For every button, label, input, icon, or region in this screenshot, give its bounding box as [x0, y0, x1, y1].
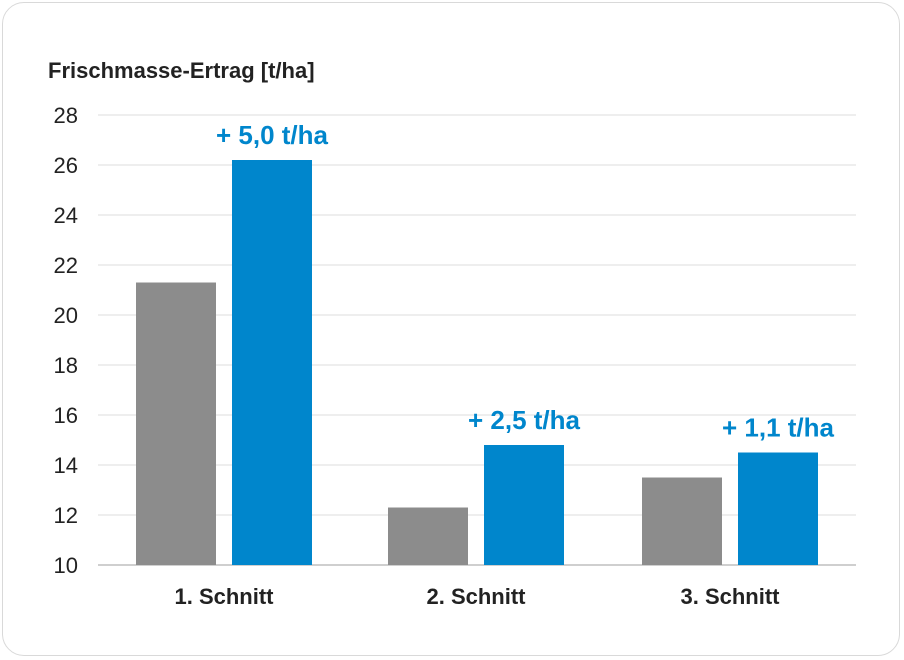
y-tick-label: 10: [54, 553, 78, 578]
y-tick-label: 20: [54, 303, 78, 328]
y-axis-label: Frischmasse-Ertrag [t/ha]: [48, 58, 315, 83]
category-label-1: 1. Schnitt: [174, 584, 274, 609]
difference-annotation-1: + 5,0 t/ha: [216, 120, 329, 150]
y-tick-label: 22: [54, 253, 78, 278]
category-label-2: 2. Schnitt: [426, 584, 526, 609]
bar-grey-1: [136, 282, 216, 565]
difference-annotation-3: + 1,1 t/ha: [722, 413, 835, 443]
y-tick-label: 18: [54, 353, 78, 378]
bar-blue-2: [484, 445, 564, 565]
bar-blue-1: [232, 160, 312, 565]
y-tick-label: 28: [54, 103, 78, 128]
y-tick-label: 24: [54, 203, 78, 228]
bar-grey-3: [642, 477, 722, 565]
category-label-3: 3. Schnitt: [680, 584, 780, 609]
y-tick-labels: 10 12 14 16 18 20 22 24 26 28: [54, 103, 78, 578]
y-tick-label: 14: [54, 453, 78, 478]
difference-annotation-2: + 2,5 t/ha: [468, 405, 581, 435]
y-tick-label: 16: [54, 403, 78, 428]
bars: [136, 160, 818, 565]
y-tick-label: 26: [54, 153, 78, 178]
bar-grey-2: [388, 507, 468, 565]
y-tick-label: 12: [54, 503, 78, 528]
gridlines: [98, 114, 856, 566]
category-labels: 1. Schnitt 2. Schnitt 3. Schnitt: [174, 584, 780, 609]
annotations: + 5,0 t/ha + 2,5 t/ha + 1,1 t/ha: [216, 120, 835, 443]
bar-blue-3: [738, 452, 818, 565]
